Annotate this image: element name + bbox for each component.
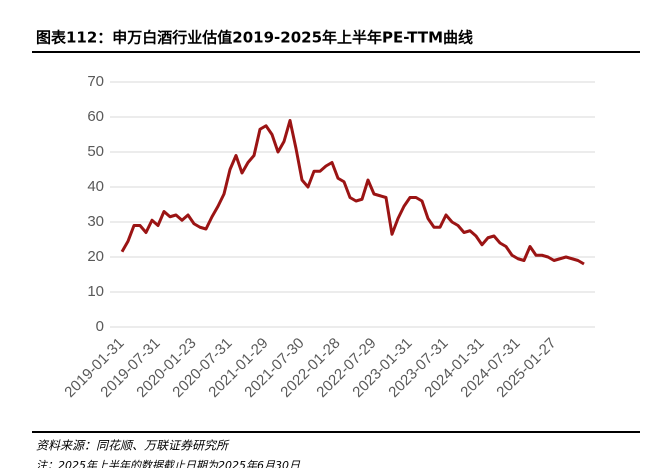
data-line (120, 119, 585, 266)
y-tick-label: 20 (87, 248, 104, 265)
y-tick-label: 60 (87, 108, 104, 125)
source: 资料来源：同花顺、万联证券研究所 (36, 439, 230, 453)
y-tick-label: 30 (87, 213, 104, 230)
y-tick-label: 0 (96, 318, 104, 335)
y-tick-label: 50 (87, 143, 104, 160)
note: 注：2025年上半年的数据截止日期为2025年6月30日 (36, 459, 301, 468)
y-tick-label: 40 (87, 178, 104, 195)
chart-title: 图表112：申万白酒行业估值2019-2025年上半年PE-TTM曲线 (36, 29, 473, 47)
y-tick-label: 10 (87, 283, 104, 300)
y-tick-label: 70 (87, 73, 104, 90)
